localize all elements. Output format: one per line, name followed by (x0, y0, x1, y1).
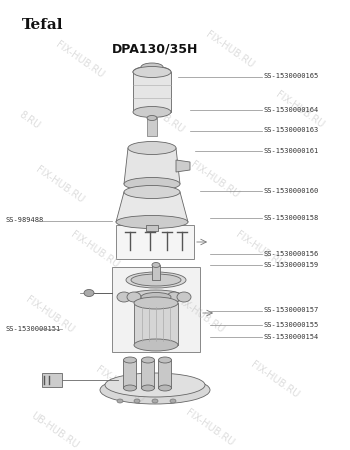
Text: SS-1530000158: SS-1530000158 (264, 215, 319, 221)
Text: FIX-HUB.RU: FIX-HUB.RU (94, 365, 146, 405)
Ellipse shape (177, 292, 191, 302)
Ellipse shape (133, 67, 171, 77)
Text: UB-HUB.RU: UB-HUB.RU (29, 410, 81, 450)
Text: FIX-HUB.RU: FIX-HUB.RU (204, 30, 256, 70)
Text: SS-1530000164: SS-1530000164 (264, 107, 319, 113)
Ellipse shape (124, 385, 136, 391)
Text: Tefal: Tefal (22, 18, 63, 32)
Bar (158, 360, 171, 388)
Text: FIX-HUB.RU: FIX-HUB.RU (234, 230, 286, 270)
Text: SS-1530000154: SS-1530000154 (264, 333, 319, 340)
Text: SS-1530000159: SS-1530000159 (264, 261, 319, 268)
Ellipse shape (141, 385, 154, 391)
Ellipse shape (84, 289, 94, 297)
Ellipse shape (141, 357, 154, 363)
Text: DPA130/35H: DPA130/35H (112, 42, 198, 55)
Ellipse shape (124, 177, 180, 190)
Text: SS-1530000160: SS-1530000160 (264, 188, 319, 194)
Ellipse shape (152, 262, 160, 267)
Polygon shape (176, 160, 190, 172)
Text: SS-1530000165: SS-1530000165 (264, 73, 319, 80)
Text: FIX-HUB.RU: FIX-HUB.RU (274, 90, 326, 130)
Polygon shape (124, 148, 180, 184)
Bar (141, 360, 154, 388)
Ellipse shape (131, 274, 181, 286)
Ellipse shape (127, 292, 141, 302)
Ellipse shape (126, 272, 186, 288)
Ellipse shape (159, 357, 172, 363)
Polygon shape (42, 373, 62, 387)
Ellipse shape (134, 339, 178, 351)
Text: SS-1530000161: SS-1530000161 (264, 148, 319, 154)
Text: SS-1530000156: SS-1530000156 (264, 251, 319, 257)
Text: FIX-HUB.RU: FIX-HUB.RU (184, 408, 236, 448)
Ellipse shape (128, 141, 176, 154)
Ellipse shape (117, 399, 123, 403)
Text: FIX-HUB.RU: FIX-HUB.RU (54, 40, 106, 80)
Text: SS-989488: SS-989488 (5, 217, 43, 224)
Text: FIX-HUB.RU: FIX-HUB.RU (189, 160, 241, 200)
Text: SS-1530000155: SS-1530000155 (264, 322, 319, 328)
Text: FIX-HUB.RU: FIX-HUB.RU (24, 295, 76, 335)
Polygon shape (116, 192, 188, 222)
Bar (147, 118, 157, 136)
Ellipse shape (133, 107, 171, 117)
Ellipse shape (159, 385, 172, 391)
Ellipse shape (167, 292, 181, 302)
Bar (146, 225, 158, 231)
Text: FIX-HUB.RU: FIX-HUB.RU (34, 165, 86, 205)
Ellipse shape (141, 63, 163, 71)
Bar (123, 360, 136, 388)
Ellipse shape (134, 297, 178, 309)
Bar (134, 303, 178, 345)
Ellipse shape (133, 66, 171, 78)
Text: 8.RU: 8.RU (18, 109, 42, 131)
Ellipse shape (124, 357, 136, 363)
Text: SS-1530000157: SS-1530000157 (264, 307, 319, 314)
Ellipse shape (152, 399, 158, 403)
Bar (152, 265, 160, 280)
FancyBboxPatch shape (116, 225, 194, 259)
Ellipse shape (147, 116, 157, 121)
Ellipse shape (128, 290, 184, 304)
Text: SS-1530000163: SS-1530000163 (264, 127, 319, 134)
Text: FIX-HUB.RU: FIX-HUB.RU (174, 295, 226, 335)
FancyBboxPatch shape (112, 267, 200, 352)
Ellipse shape (170, 399, 176, 403)
Ellipse shape (100, 376, 210, 404)
Ellipse shape (117, 292, 131, 302)
Ellipse shape (105, 373, 205, 397)
Ellipse shape (124, 185, 180, 198)
Ellipse shape (141, 292, 171, 302)
Text: SS-1530000151: SS-1530000151 (5, 326, 60, 333)
Ellipse shape (116, 216, 188, 229)
Text: FIX-HUB.RU: FIX-HUB.RU (249, 360, 301, 400)
Text: FIX-HUB.RU: FIX-HUB.RU (69, 230, 121, 270)
Bar (133, 72, 171, 112)
Text: FIX-HUB.RU: FIX-HUB.RU (134, 95, 186, 135)
Ellipse shape (134, 399, 140, 403)
